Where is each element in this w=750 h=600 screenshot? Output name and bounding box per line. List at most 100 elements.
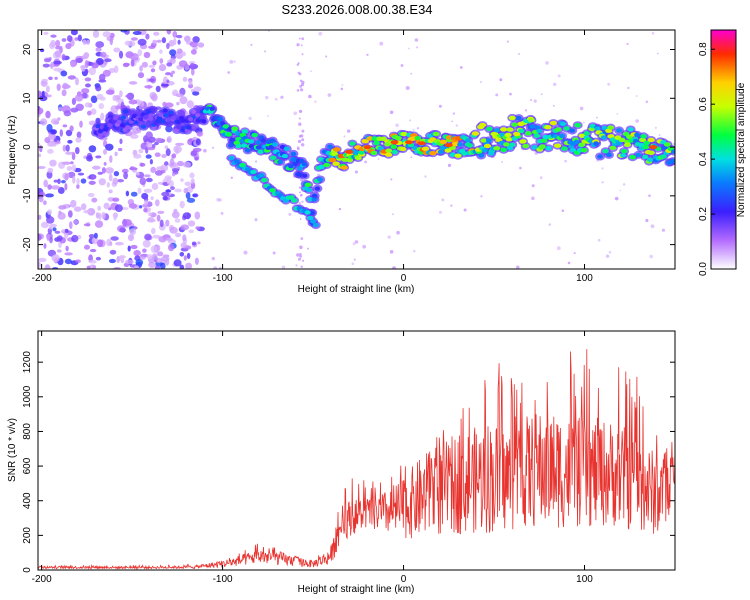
spectrogram-noise-mark bbox=[188, 79, 193, 86]
spectrogram-noise-mark bbox=[130, 59, 135, 67]
spectrogram-speck bbox=[533, 99, 537, 103]
spectrogram-noise-mark bbox=[39, 118, 48, 126]
spectrogram-noise-mark bbox=[152, 60, 157, 66]
spectrogram-streak bbox=[300, 134, 304, 138]
spectrogram-noise-mark bbox=[82, 53, 89, 60]
spectrogram-noise-mark bbox=[75, 259, 81, 264]
spectrogram-ridge-mark bbox=[439, 145, 446, 151]
snr-x-tick-label: -100 bbox=[213, 574, 233, 585]
spectrogram-ridge-mark bbox=[268, 144, 275, 150]
spectrogram-speck bbox=[582, 121, 585, 124]
spectrogram-ridge-mark bbox=[244, 148, 251, 153]
spectrogram-noise-mark bbox=[60, 70, 68, 77]
spectrogram-speck bbox=[364, 160, 368, 164]
spectrogram-noise-mark bbox=[98, 73, 106, 82]
spectrogram-noise-mark bbox=[151, 227, 156, 235]
spectrogram-ridge-mark bbox=[511, 122, 518, 127]
spectrogram-noise-mark bbox=[88, 264, 97, 269]
spectrogram-ridge-mark bbox=[642, 144, 650, 150]
spectrogram-speck bbox=[545, 61, 549, 65]
spectrogram-ridge-mark bbox=[217, 116, 224, 122]
spectrogram-noise-mark bbox=[151, 93, 158, 102]
spectrogram-noise-mark bbox=[131, 126, 141, 134]
spectrogram-ridge-mark bbox=[597, 154, 603, 159]
spectrogram-noise-mark bbox=[47, 209, 52, 215]
spectrogram-hotspot bbox=[417, 141, 426, 146]
spectrogram-streak bbox=[301, 80, 305, 84]
spectrogram-ridge-mark bbox=[269, 138, 276, 143]
spectrogram-noise-mark bbox=[65, 151, 73, 155]
spectrogram-noise-mark bbox=[116, 256, 120, 263]
spectrogram-noise-mark bbox=[150, 68, 156, 73]
spectrogram-noise-mark bbox=[105, 143, 114, 151]
spectrogram-noise-mark bbox=[93, 232, 98, 239]
spectrogram-noise-mark bbox=[175, 142, 185, 146]
spectrogram-noise-mark bbox=[192, 91, 200, 96]
spectrogram-noise-mark bbox=[81, 203, 87, 211]
spectrogram-noise-mark bbox=[152, 253, 158, 261]
spectrogram-noise-mark bbox=[109, 37, 114, 46]
spectrogram-speck bbox=[579, 106, 584, 111]
spectrogram-noise-mark bbox=[108, 189, 113, 194]
spectrogram-x-label: Height of straight line (km) bbox=[298, 284, 415, 295]
spectrogram-noise-mark bbox=[129, 55, 138, 60]
spectrogram-noise-mark bbox=[128, 81, 138, 85]
spectrogram-noise-mark bbox=[43, 179, 48, 188]
spectrogram-noise-mark bbox=[70, 61, 76, 68]
spectrogram-ridge-mark bbox=[310, 219, 317, 224]
spectrogram-noise-mark bbox=[53, 179, 58, 183]
spectrogram-ridge-mark bbox=[225, 132, 232, 137]
spectrogram-noise-mark bbox=[95, 256, 101, 261]
spectrogram-speck bbox=[645, 100, 648, 104]
spectrogram-noise-mark bbox=[41, 78, 49, 82]
spectrogram-noise-mark bbox=[105, 167, 114, 174]
spectrogram-ridge-mark bbox=[234, 159, 241, 164]
spectrogram-ridge-mark bbox=[271, 142, 278, 147]
spectrogram-ridge-mark bbox=[171, 115, 177, 120]
spectrogram-ridge-mark bbox=[632, 138, 639, 144]
spectrogram-speck bbox=[274, 97, 278, 101]
spectrogram-noise-mark bbox=[91, 62, 99, 69]
spectrogram-noise-mark bbox=[137, 72, 145, 79]
spectrogram-noise-mark bbox=[109, 241, 113, 246]
spectrogram-noise-mark bbox=[150, 245, 158, 253]
spectrogram-noise-mark bbox=[142, 248, 147, 253]
spectrogram-noise-mark bbox=[84, 77, 92, 82]
spectrogram-noise-mark bbox=[190, 62, 195, 70]
spectrogram-noise-mark bbox=[38, 142, 41, 147]
spectrogram-noise-mark bbox=[51, 254, 60, 263]
spectrogram-noise-mark bbox=[72, 176, 76, 184]
colorbar-tick-label: 0.2 bbox=[698, 207, 709, 221]
spectrogram-noise-mark bbox=[64, 183, 68, 191]
spectrogram-noise-mark bbox=[71, 234, 79, 243]
spectrogram-noise-mark bbox=[84, 244, 90, 250]
spectrogram-noise-mark bbox=[173, 38, 177, 46]
spectrogram-ridge-mark bbox=[119, 123, 126, 128]
spectrogram-noise-mark bbox=[45, 110, 51, 119]
spectrogram-speck bbox=[438, 104, 442, 108]
spectrogram-speck bbox=[657, 52, 659, 55]
spectrogram-noise-mark bbox=[191, 241, 197, 246]
spectrogram-noise-mark bbox=[55, 45, 61, 50]
spectrogram-noise-mark bbox=[91, 174, 97, 180]
spectrogram-noise-mark bbox=[114, 204, 123, 213]
spectrogram-x-tick-label: -100 bbox=[213, 273, 233, 284]
spectrogram-noise-mark bbox=[59, 129, 63, 137]
spectrogram-noise-mark bbox=[176, 101, 180, 106]
spectrogram-noise-mark bbox=[38, 153, 42, 158]
spectrogram-noise-mark bbox=[129, 228, 136, 236]
spectrogram-speck bbox=[227, 71, 231, 74]
colorbar-tick-label: 0.4 bbox=[698, 152, 709, 166]
spectrogram-streak bbox=[301, 129, 305, 133]
spectrogram-ridge-mark bbox=[500, 147, 508, 152]
spectrogram-speck bbox=[416, 127, 420, 130]
spectrogram-ridge-mark bbox=[138, 117, 144, 122]
spectrogram-ridge-mark bbox=[145, 109, 151, 114]
spectrogram-noise-mark bbox=[197, 42, 205, 48]
spectrogram-noise-mark bbox=[197, 241, 201, 245]
spectrogram-noise-mark bbox=[125, 94, 133, 98]
spectrogram-noise-mark bbox=[133, 153, 142, 159]
spectrogram-ridge-mark bbox=[269, 188, 276, 193]
spectrogram-noise-mark bbox=[169, 49, 177, 56]
